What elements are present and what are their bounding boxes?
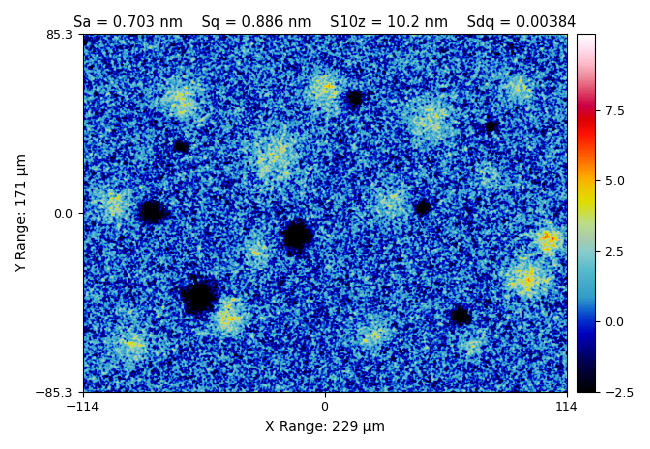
Y-axis label: Y Range: 171 μm: Y Range: 171 μm [15,153,29,273]
Title: Sa = 0.703 nm    Sq = 0.886 nm    S10z = 10.2 nm    Sdq = 0.00384: Sa = 0.703 nm Sq = 0.886 nm S10z = 10.2 … [73,15,577,30]
X-axis label: X Range: 229 μm: X Range: 229 μm [265,420,385,434]
